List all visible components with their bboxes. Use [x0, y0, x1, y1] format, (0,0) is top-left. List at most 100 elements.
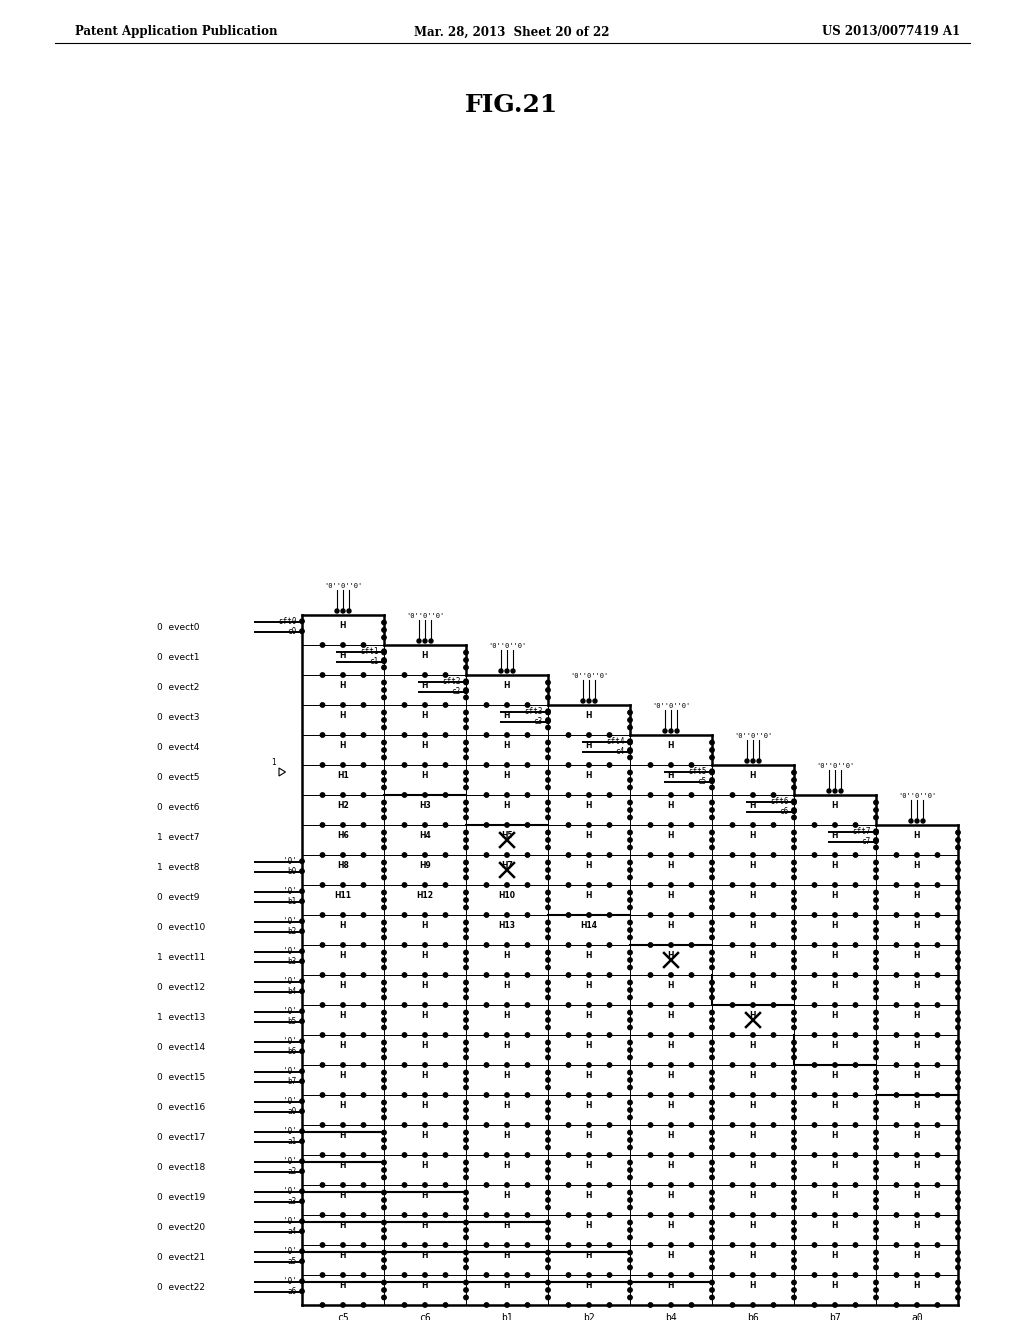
- Circle shape: [628, 906, 632, 909]
- Circle shape: [402, 942, 407, 948]
- Circle shape: [587, 1183, 591, 1187]
- Bar: [548, 975, 630, 1005]
- Circle shape: [710, 981, 714, 985]
- Bar: [548, 915, 630, 945]
- Circle shape: [955, 1205, 961, 1209]
- Circle shape: [607, 793, 611, 797]
- Circle shape: [300, 1139, 304, 1143]
- Bar: [630, 945, 712, 975]
- Text: H: H: [340, 1250, 346, 1259]
- Circle shape: [873, 1010, 879, 1015]
- Text: a5: a5: [288, 1258, 297, 1266]
- Circle shape: [566, 793, 570, 797]
- Circle shape: [464, 906, 468, 909]
- Bar: [384, 884, 466, 915]
- Circle shape: [827, 789, 831, 793]
- Circle shape: [382, 620, 386, 624]
- Circle shape: [593, 700, 597, 704]
- Circle shape: [628, 1266, 632, 1270]
- Circle shape: [546, 1101, 550, 1105]
- Text: H: H: [668, 830, 674, 840]
- Circle shape: [751, 1123, 756, 1127]
- Text: '0': '0': [283, 1007, 297, 1016]
- Circle shape: [423, 639, 427, 643]
- Circle shape: [402, 853, 407, 857]
- Circle shape: [341, 1123, 345, 1127]
- Circle shape: [464, 1220, 468, 1225]
- Circle shape: [382, 800, 386, 805]
- Circle shape: [669, 1032, 673, 1038]
- Circle shape: [423, 1243, 427, 1247]
- Circle shape: [628, 845, 632, 850]
- Circle shape: [628, 936, 632, 940]
- Text: '0': '0': [283, 1097, 297, 1106]
- Text: H: H: [504, 710, 510, 719]
- Circle shape: [710, 1258, 714, 1262]
- Circle shape: [771, 1063, 776, 1067]
- Circle shape: [853, 913, 858, 917]
- Circle shape: [341, 1213, 345, 1217]
- Circle shape: [751, 1093, 756, 1097]
- Circle shape: [341, 702, 345, 708]
- Circle shape: [873, 800, 879, 805]
- Circle shape: [321, 853, 325, 857]
- Text: H: H: [750, 1130, 757, 1139]
- Circle shape: [300, 1069, 304, 1073]
- Circle shape: [894, 1003, 899, 1007]
- Circle shape: [751, 793, 756, 797]
- Circle shape: [873, 1295, 879, 1300]
- Circle shape: [566, 1063, 570, 1067]
- Circle shape: [730, 793, 734, 797]
- Circle shape: [361, 1123, 366, 1127]
- Circle shape: [423, 942, 427, 948]
- Text: H: H: [831, 1101, 839, 1110]
- Bar: [630, 884, 712, 915]
- Bar: [302, 1214, 384, 1245]
- Text: b6: b6: [748, 1313, 759, 1320]
- Circle shape: [607, 733, 611, 737]
- Circle shape: [300, 1039, 304, 1043]
- Circle shape: [382, 1085, 386, 1090]
- Text: H: H: [586, 950, 592, 960]
- Bar: [630, 1096, 712, 1125]
- Circle shape: [710, 1026, 714, 1030]
- Circle shape: [955, 1018, 961, 1022]
- Text: H: H: [340, 651, 346, 660]
- Circle shape: [812, 973, 817, 977]
- Circle shape: [587, 1032, 591, 1038]
- Circle shape: [894, 1213, 899, 1217]
- Circle shape: [792, 809, 797, 813]
- Circle shape: [710, 1078, 714, 1082]
- Text: H: H: [422, 651, 428, 660]
- Circle shape: [300, 1170, 304, 1173]
- Circle shape: [648, 1093, 652, 1097]
- Circle shape: [710, 1010, 714, 1015]
- Circle shape: [771, 883, 776, 887]
- Circle shape: [382, 718, 386, 722]
- Circle shape: [443, 1123, 447, 1127]
- Text: 0  evect3: 0 evect3: [157, 713, 200, 722]
- Circle shape: [382, 696, 386, 700]
- Bar: [384, 915, 466, 945]
- Circle shape: [505, 1093, 509, 1097]
- Text: sft5: sft5: [688, 767, 707, 776]
- Text: b5: b5: [288, 1018, 297, 1027]
- Circle shape: [792, 1220, 797, 1225]
- Circle shape: [812, 1272, 817, 1278]
- Circle shape: [894, 942, 899, 948]
- Circle shape: [792, 785, 797, 789]
- Circle shape: [792, 987, 797, 993]
- Circle shape: [955, 1236, 961, 1239]
- Circle shape: [464, 785, 468, 789]
- Circle shape: [361, 1243, 366, 1247]
- Circle shape: [546, 1266, 550, 1270]
- Circle shape: [361, 1003, 366, 1007]
- Circle shape: [423, 822, 427, 828]
- Text: H: H: [831, 981, 839, 990]
- Bar: [466, 1214, 548, 1245]
- Circle shape: [443, 1272, 447, 1278]
- Circle shape: [505, 1243, 509, 1247]
- Circle shape: [607, 853, 611, 857]
- Bar: [794, 1155, 876, 1185]
- Circle shape: [669, 1213, 673, 1217]
